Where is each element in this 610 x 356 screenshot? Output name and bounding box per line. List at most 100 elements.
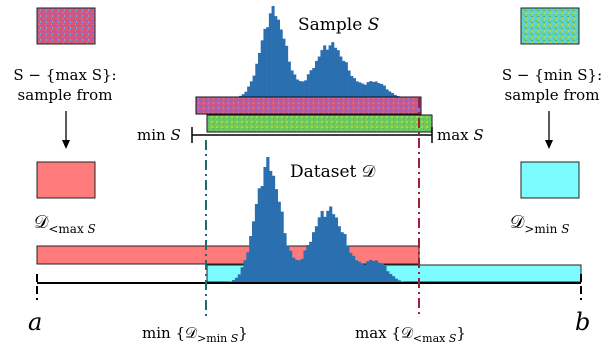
histogram-bar xyxy=(361,83,365,98)
histogram-bar xyxy=(385,89,389,98)
histogram-bar xyxy=(357,261,361,283)
histogram-bar xyxy=(320,50,324,98)
histogram-bar xyxy=(243,260,247,283)
histogram-bar xyxy=(337,226,341,283)
histogram-bar xyxy=(300,258,304,283)
max-d-less-label: max {𝒟<max S} xyxy=(355,324,466,345)
histogram-bar xyxy=(332,214,336,283)
histogram-bar xyxy=(294,259,299,283)
histogram-bar xyxy=(266,27,270,98)
histogram-bar xyxy=(271,6,275,98)
histogram-bar xyxy=(380,83,384,98)
sample-range-bracket xyxy=(191,127,433,143)
min-d-greater-label: min {𝒟>min S} xyxy=(142,324,248,345)
histogram-bar xyxy=(347,70,351,98)
histogram-bar xyxy=(388,91,392,98)
histogram-bar xyxy=(254,204,259,283)
histogram-bar xyxy=(285,45,289,98)
histogram-bar xyxy=(277,19,281,98)
histogram-bar xyxy=(326,210,330,283)
histogram-bar xyxy=(298,81,302,98)
histogram-bar xyxy=(354,260,359,283)
histogram-bar xyxy=(263,28,267,99)
histogram-bar xyxy=(272,175,276,283)
histogram-bar xyxy=(274,16,278,98)
histogram-bar xyxy=(240,267,244,283)
sample-histogram xyxy=(233,6,405,99)
histogram-bar xyxy=(372,260,376,283)
histogram-bar xyxy=(349,252,353,283)
histogram-bar xyxy=(263,166,267,283)
purple-sample-strip xyxy=(195,96,422,115)
histogram-bar xyxy=(301,81,305,98)
histogram-bar xyxy=(374,81,378,98)
right-rule-line2: sample from xyxy=(505,86,600,104)
histogram-bar xyxy=(389,273,393,283)
histogram-bar xyxy=(280,211,284,283)
histogram-bar xyxy=(366,261,370,283)
histogram-bar xyxy=(232,280,236,283)
right-rule-line1: S − {min S}: xyxy=(502,66,602,84)
histogram-bar xyxy=(391,93,395,98)
histogram-bar xyxy=(257,188,261,283)
histogram-bar xyxy=(342,60,346,98)
histogram-bar xyxy=(382,85,386,98)
histogram-bar xyxy=(386,271,390,283)
histogram-bar xyxy=(292,257,296,283)
histogram-bar xyxy=(374,260,379,283)
green-noise-swatch xyxy=(520,7,580,45)
cyan-region-swatch xyxy=(520,161,580,199)
histogram-bar xyxy=(328,45,332,98)
histogram-bar xyxy=(306,244,310,283)
histogram-bar xyxy=(252,221,256,283)
histogram-bar xyxy=(315,60,319,98)
histogram-bar xyxy=(293,74,297,98)
histogram-bar xyxy=(286,245,290,283)
histogram-bar xyxy=(317,217,321,283)
sample-title: Sample S xyxy=(298,15,379,35)
down-arrow-icon xyxy=(545,111,553,149)
histogram-bar xyxy=(312,232,316,283)
histogram-bar xyxy=(309,70,313,98)
histogram-bar xyxy=(252,75,256,98)
histogram-bar xyxy=(340,232,344,283)
histogram-bar xyxy=(372,81,376,98)
purple-noise-swatch xyxy=(36,7,96,45)
histogram-bar xyxy=(244,91,248,98)
red-region-swatch xyxy=(36,161,96,199)
axis-b-label: b xyxy=(575,308,590,336)
histogram-bar xyxy=(336,50,340,98)
domain-axis xyxy=(36,274,582,300)
histogram-bar xyxy=(249,81,253,98)
histogram-bar xyxy=(360,263,364,283)
histogram-bar xyxy=(334,47,338,98)
histogram-bar xyxy=(377,262,381,283)
histogram-bar xyxy=(282,38,286,98)
histogram-bar xyxy=(297,260,301,283)
red-region-bar xyxy=(36,245,420,265)
histogram-bar xyxy=(314,226,319,283)
histogram-bar xyxy=(258,52,262,98)
down-arrow-icon xyxy=(62,111,70,149)
histogram-bar xyxy=(355,81,359,98)
min-s-label: min S xyxy=(137,126,181,144)
histogram-bar xyxy=(234,277,239,283)
histogram-bar xyxy=(383,265,387,283)
histogram-bar xyxy=(304,80,308,98)
histogram-bar xyxy=(394,278,399,283)
histogram-bar xyxy=(317,56,321,98)
max-s-label: max S xyxy=(437,126,484,144)
histogram-bar xyxy=(346,245,350,283)
histogram-bar xyxy=(283,233,287,283)
histogram-bar xyxy=(369,81,373,98)
axis-a-label: a xyxy=(28,308,42,336)
histogram-bar xyxy=(380,263,384,283)
histogram-bar xyxy=(277,201,281,283)
histogram-bar xyxy=(266,157,270,283)
histogram-bar xyxy=(369,259,373,283)
histogram-bar xyxy=(309,241,313,283)
histogram-bar xyxy=(268,13,272,98)
histogram-bar xyxy=(246,252,250,283)
histogram-bar xyxy=(392,276,396,283)
